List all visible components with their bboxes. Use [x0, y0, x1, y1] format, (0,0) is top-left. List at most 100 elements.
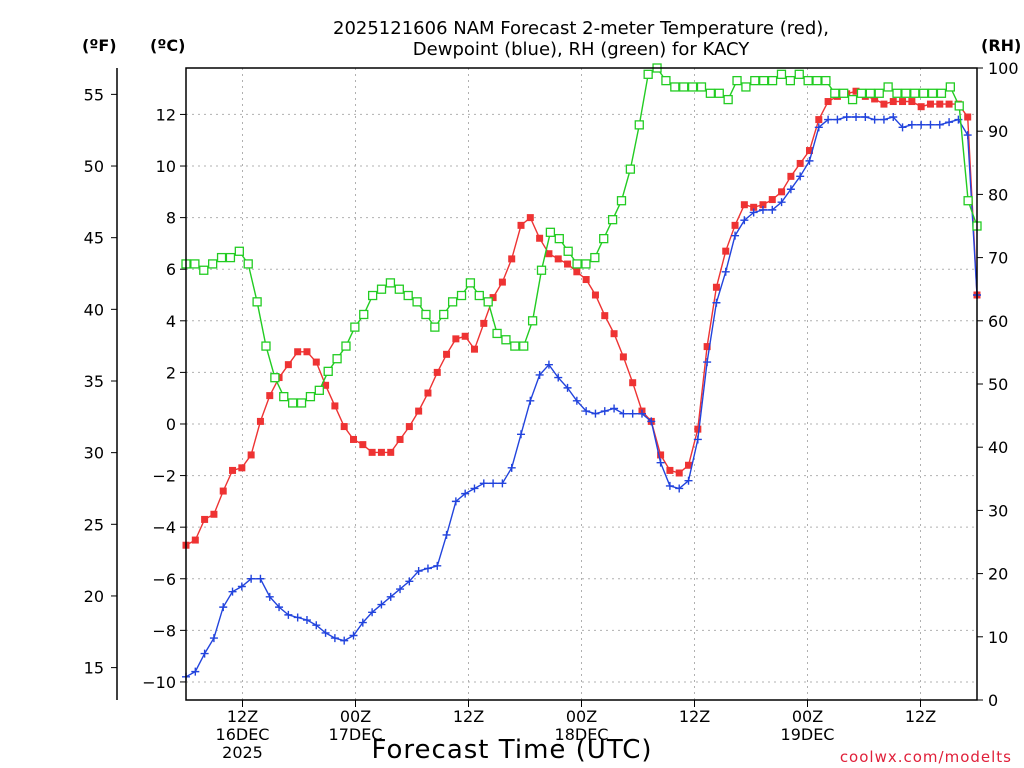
rh-point: [625, 164, 636, 174]
dewpoint-point: [712, 298, 721, 307]
dewpoint-point: [433, 561, 442, 570]
celsius-tick-label: 4: [166, 312, 176, 331]
dewpoint-point: [917, 120, 926, 129]
rh-point: [607, 215, 618, 225]
x-tick-label: 12Z: [905, 707, 936, 726]
rh-point: [794, 69, 804, 79]
dewpoint-point: [768, 205, 777, 214]
celsius-unit-label: (ºC): [150, 36, 185, 55]
temperature-point: [880, 100, 888, 108]
rh-point: [927, 88, 938, 98]
temperature-point: [461, 332, 469, 340]
dewpoint-point: [907, 120, 916, 129]
rh-point: [305, 391, 316, 402]
temperature-point: [480, 319, 488, 327]
grid-lines: [186, 68, 977, 700]
rh-point: [839, 88, 849, 98]
rh-point: [341, 341, 351, 351]
dewpoint-point: [349, 631, 358, 640]
dewpoint-point: [610, 404, 619, 413]
temperature-point: [908, 98, 916, 106]
temperature-point: [899, 98, 907, 106]
rh-point: [332, 354, 342, 364]
dewpoint-point: [470, 484, 479, 493]
temperature-point: [256, 417, 264, 425]
dewpoint-point: [321, 628, 330, 637]
rh-point: [456, 290, 467, 301]
x-tick-label: 00Z: [566, 707, 597, 726]
rh-point: [776, 69, 787, 79]
temperature-point: [564, 260, 572, 268]
celsius-tick-label: 10: [156, 157, 176, 176]
dewpoint-point: [479, 479, 488, 488]
rh-point: [874, 88, 884, 98]
temperature-point: [312, 358, 320, 366]
temperature-point: [936, 100, 944, 108]
x-tick-label: 12Z: [453, 707, 484, 726]
rh-point: [296, 398, 307, 408]
temperature-point: [470, 345, 478, 353]
temperature-point: [889, 98, 897, 106]
dewpoint-point: [935, 120, 944, 129]
temperature-point: [433, 368, 441, 376]
celsius-tick-label: −2: [152, 467, 176, 486]
temperature-point: [610, 330, 618, 338]
rh-point: [288, 398, 298, 408]
temperature-point: [405, 423, 413, 431]
celsius-tick-label: 0: [166, 415, 176, 434]
temperature-point: [526, 214, 534, 222]
dewpoint-point: [619, 409, 628, 418]
rh-point: [314, 385, 324, 395]
rh-point: [430, 322, 440, 332]
dewpoint-point: [405, 577, 414, 586]
dewpoint-point: [368, 608, 377, 617]
dewpoint-point: [498, 479, 507, 488]
dewpoint-point: [377, 600, 386, 609]
temperature-point: [387, 448, 395, 456]
fahrenheit-tick-label: 50: [84, 157, 104, 176]
rh-point: [883, 82, 893, 92]
temperature-point: [359, 441, 367, 449]
rh-tick-label: 0: [988, 691, 998, 710]
temperature-point: [489, 294, 497, 302]
rh-point: [954, 101, 964, 111]
temperature-point: [582, 276, 590, 284]
rh-point: [474, 290, 484, 301]
fahrenheit-tick-label: 20: [84, 587, 104, 606]
rh-point: [261, 341, 271, 351]
temperature-point: [229, 466, 237, 474]
temperature-point: [601, 312, 609, 320]
rh-tick-label: 80: [988, 185, 1008, 204]
dewpoint-point: [758, 205, 767, 214]
rh-unit-label: (RH): [981, 36, 1021, 55]
dewpoint-point: [489, 479, 498, 488]
rh-point: [963, 196, 973, 206]
rh-point: [563, 246, 573, 256]
dewpoint-point: [507, 463, 516, 472]
rh-point: [270, 373, 280, 383]
rh-point: [892, 88, 902, 98]
fahrenheit-tick-label: 30: [84, 444, 104, 463]
temperature-point: [396, 435, 404, 443]
temperature-point: [517, 221, 525, 229]
dewpoint-point: [256, 574, 265, 583]
watermark-text: coolwx.com/modelts: [840, 748, 1012, 766]
rh-point: [856, 88, 867, 98]
dewpoint-point: [200, 649, 209, 658]
rh-tick-label: 50: [988, 375, 1008, 394]
rh-point: [492, 328, 502, 339]
chart-title: 2025121606 NAM Forecast 2-meter Temperat…: [333, 18, 829, 39]
dewpoint-point: [526, 396, 535, 405]
rh-tick-label: 40: [988, 438, 1008, 457]
rh-point: [385, 278, 396, 288]
temperature-point: [824, 98, 832, 106]
dewpoint-point: [879, 115, 888, 124]
temperature-point: [778, 188, 786, 196]
rh-point: [741, 82, 751, 92]
temperature-point: [685, 461, 693, 469]
rh-point: [350, 322, 360, 332]
celsius-tick-label: −6: [152, 570, 176, 589]
temperature-point: [619, 353, 627, 361]
temperature-point: [871, 95, 879, 103]
temperature-point: [303, 348, 311, 356]
